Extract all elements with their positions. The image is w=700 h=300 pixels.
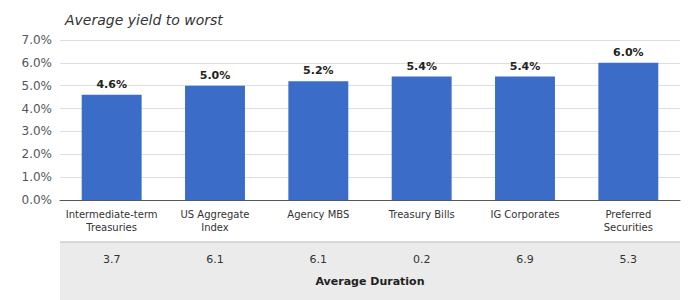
svg-text:IG Corporates: IG Corporates bbox=[490, 209, 559, 220]
svg-text:2.0%: 2.0% bbox=[22, 147, 53, 161]
svg-text:4.0%: 4.0% bbox=[22, 102, 53, 116]
svg-text:0.0%: 0.0% bbox=[22, 193, 53, 207]
svg-text:0.2: 0.2 bbox=[413, 253, 431, 266]
svg-text:5.4%: 5.4% bbox=[510, 60, 541, 73]
svg-text:Average Duration: Average Duration bbox=[316, 275, 425, 288]
svg-text:6.0%: 6.0% bbox=[613, 46, 644, 59]
svg-text:Average yield to worst: Average yield to worst bbox=[64, 12, 223, 28]
svg-text:6.1: 6.1 bbox=[206, 253, 224, 266]
svg-text:7.0%: 7.0% bbox=[22, 33, 53, 47]
svg-text:1.0%: 1.0% bbox=[22, 170, 53, 184]
svg-text:3.0%: 3.0% bbox=[22, 124, 53, 138]
svg-text:Treasury Bills: Treasury Bills bbox=[388, 209, 455, 220]
svg-text:Preferred: Preferred bbox=[605, 209, 651, 220]
svg-text:6.9: 6.9 bbox=[516, 253, 534, 266]
svg-text:US Aggregate: US Aggregate bbox=[181, 209, 250, 220]
svg-text:5.0%: 5.0% bbox=[22, 79, 53, 93]
svg-text:Intermediate-term: Intermediate-term bbox=[66, 209, 158, 220]
svg-text:5.0%: 5.0% bbox=[200, 69, 231, 82]
svg-text:5.2%: 5.2% bbox=[303, 64, 334, 77]
svg-text:Securities: Securities bbox=[604, 222, 653, 233]
svg-text:3.7: 3.7 bbox=[103, 253, 121, 266]
svg-text:6.1: 6.1 bbox=[310, 253, 328, 266]
svg-text:5.3: 5.3 bbox=[620, 253, 638, 266]
svg-text:5.4%: 5.4% bbox=[406, 60, 437, 73]
svg-text:Treasuries: Treasuries bbox=[85, 222, 137, 233]
svg-text:6.0%: 6.0% bbox=[22, 56, 53, 70]
svg-text:Agency MBS: Agency MBS bbox=[287, 209, 349, 220]
svg-text:4.6%: 4.6% bbox=[96, 78, 127, 91]
svg-text:Index: Index bbox=[201, 222, 229, 233]
